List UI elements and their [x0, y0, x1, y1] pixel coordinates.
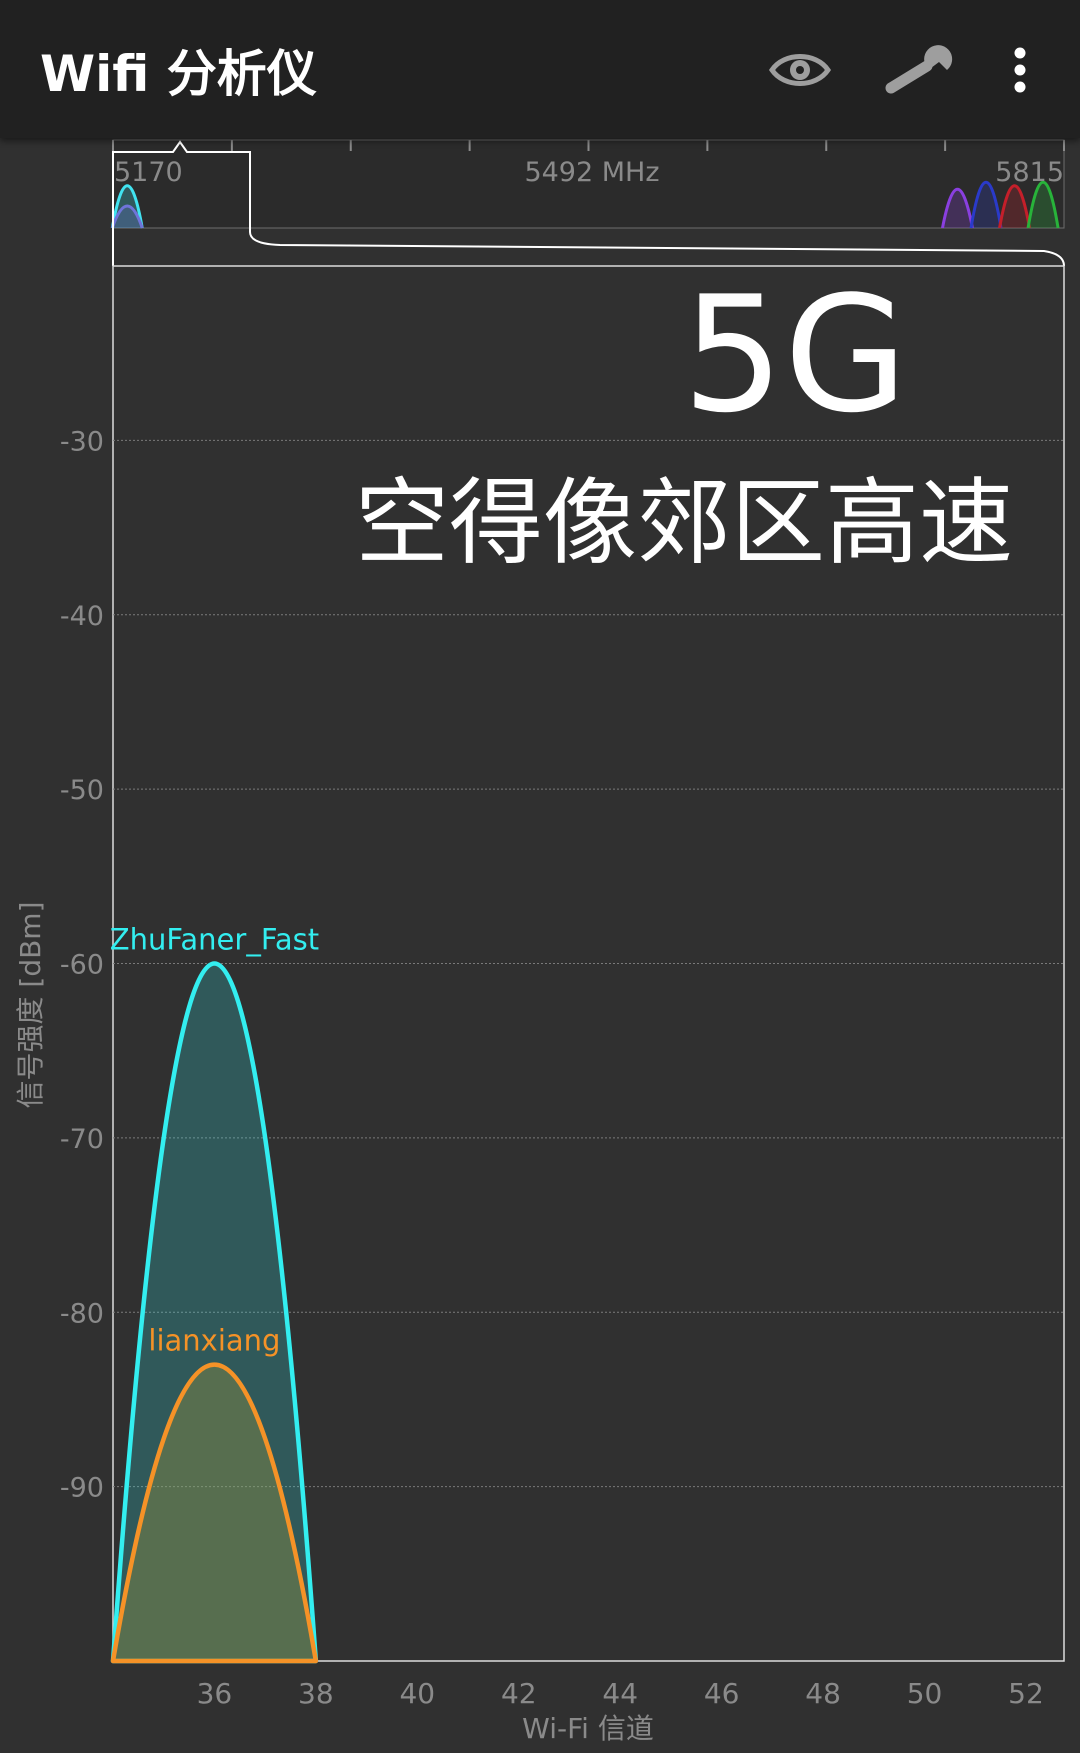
overlay-big-text: 5G	[682, 261, 908, 448]
x-tick-label: 46	[704, 1677, 740, 1710]
y-tick-label: -90	[60, 1473, 104, 1504]
band-center-label: 5492 MHz	[524, 157, 659, 188]
ssid-label: lianxiang	[148, 1324, 280, 1358]
more-vert-icon	[1014, 47, 1026, 93]
eye-button[interactable]	[760, 34, 840, 106]
band-mini-curve	[969, 180, 1003, 229]
wrench-icon	[885, 45, 953, 94]
x-tick-label: 44	[602, 1677, 638, 1710]
y-tick-label: -50	[60, 775, 104, 806]
x-tick-label: 36	[197, 1677, 233, 1710]
y-tick-label: -80	[60, 1298, 104, 1329]
zoom-window-bracket	[112, 140, 1065, 267]
app-bar: Wifi 分析仪	[0, 0, 1080, 138]
y-tick-label: -60	[60, 950, 104, 981]
band-end-label: 5815	[995, 157, 1064, 188]
eye-icon	[768, 54, 832, 86]
x-tick-label: 48	[805, 1677, 841, 1710]
signal-curve-zhufaner-fast	[110, 961, 319, 1664]
y-axis-title: 信号强度 [dBm]	[14, 901, 47, 1108]
signal-curve-lianxiang	[110, 1362, 319, 1664]
x-tick-label: 52	[1008, 1677, 1044, 1710]
y-tick-label: -70	[60, 1124, 104, 1155]
x-tick-label: 40	[399, 1677, 435, 1710]
band-mini-curve	[110, 204, 144, 229]
x-axis-title: Wi-Fi 信道	[522, 1712, 654, 1745]
x-tick-label: 42	[501, 1677, 537, 1710]
ssid-label: ZhuFaner_Fast	[110, 923, 319, 957]
band-mini-curve	[1026, 180, 1060, 229]
x-tick-label: 38	[298, 1677, 334, 1710]
y-tick-label: -30	[60, 426, 104, 457]
band-overview-strip	[112, 139, 1065, 229]
band-mini-curve	[998, 184, 1032, 229]
band-mini-curve	[941, 188, 974, 229]
overlay-caption: 空得像郊区高速	[355, 469, 1013, 578]
band-start-label: 5170	[114, 157, 183, 188]
tools-button[interactable]	[880, 34, 960, 106]
more-options-button[interactable]	[985, 34, 1055, 106]
x-tick-label: 50	[907, 1677, 943, 1710]
y-tick-label: -40	[60, 601, 104, 632]
app-title: Wifi 分析仪	[40, 45, 317, 103]
